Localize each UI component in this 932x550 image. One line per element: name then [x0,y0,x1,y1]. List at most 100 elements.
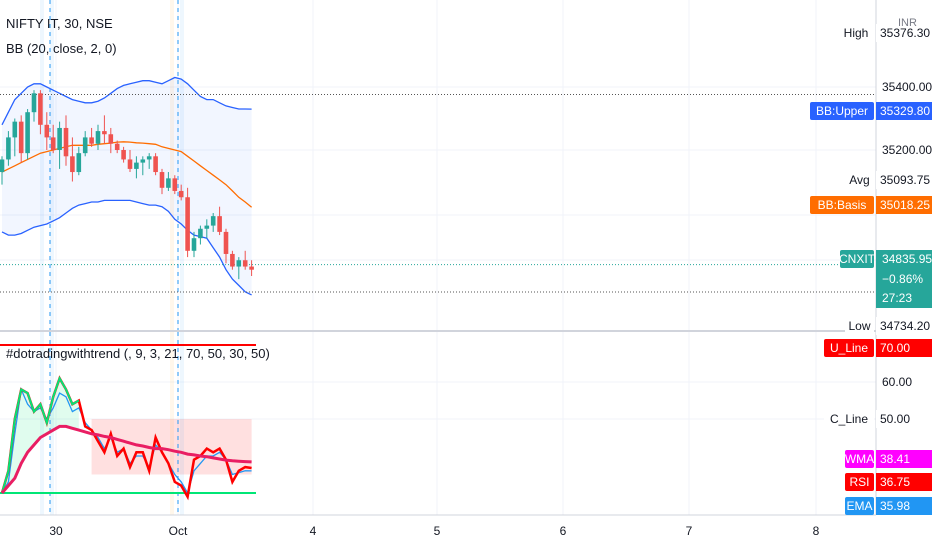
oscillator-pane[interactable] [0,332,876,515]
candle-body[interactable] [12,121,18,138]
candle-body[interactable] [230,253,235,267]
symbol-label-bg [840,250,874,268]
c-line-tag-value-bg [876,410,932,428]
candle-body[interactable] [25,112,30,154]
candle-body[interactable] [38,93,43,125]
candle-body[interactable] [18,121,24,154]
candle-body[interactable] [198,228,203,239]
indicator-legend[interactable]: #dotradingwithtrend (, 9, 3, 21, 70, 50,… [6,346,270,361]
low-tag-value[interactable]: 34734.20 [880,319,930,333]
wma-tag-value[interactable]: 38.41 [880,452,910,466]
rsi-tag-label-bg [845,473,874,491]
wma-tag-value-bg [876,450,932,468]
c-line-tag-value[interactable]: 50.00 [880,412,910,426]
candle-body[interactable] [146,156,152,160]
low-tag-value-bg [876,317,932,335]
symbol-title[interactable]: NIFTY IT, 30, NSE [6,16,113,31]
bb-upper-line [1,76,252,126]
currency-label[interactable]: INR [898,17,917,29]
candle-body[interactable] [210,216,216,226]
time-label[interactable]: 30 [49,524,63,538]
wma-tag-label[interactable]: WMA [845,452,874,466]
candle-body[interactable] [191,238,197,251]
candle-body[interactable] [6,137,11,160]
candle-body[interactable] [89,137,94,144]
last-price-value[interactable]: 34835.95 [882,252,932,266]
candle-body[interactable] [57,127,62,150]
candle-body[interactable] [95,131,101,144]
oscillator-axis[interactable]: 60.00 U_Line 70.00 C_Line 50.00 WMA 38.41 RSI 36… [824,339,932,515]
candle-body[interactable] [108,134,114,144]
low-tag-label[interactable]: Low [848,319,870,333]
candle-body[interactable] [140,159,146,163]
wma-tag-label-bg [845,450,874,468]
rsi-tag-label[interactable]: RSI [849,475,869,489]
candle-body[interactable] [249,266,254,270]
candle-body[interactable] [76,153,82,173]
time-label[interactable]: 4 [310,524,317,538]
bb-upper-tag-value[interactable]: 35329.80 [880,104,930,118]
candle-body[interactable] [236,260,242,267]
candle-body[interactable] [223,231,229,254]
bb-basis-tag-label[interactable]: BB:Basis [818,198,867,212]
avg-tag-value[interactable]: 35093.75 [880,173,930,187]
ema-tag-value[interactable]: 35.98 [880,499,910,513]
ema-tag-label[interactable]: EMA [846,499,872,513]
overbought-fill [2,378,79,493]
avg-tag-label[interactable]: Avg [849,173,869,187]
time-label[interactable]: 5 [434,524,441,538]
bb-basis-tag-value[interactable]: 35018.25 [880,198,930,212]
bb-upper-tag-label[interactable]: BB:Upper [816,104,868,118]
u-line-tag-value[interactable]: 70.00 [880,341,910,355]
session-shade [40,332,44,515]
time-label[interactable]: 6 [560,524,567,538]
candle-body[interactable] [50,137,56,150]
c-line-tag-label[interactable]: C_Line [830,412,868,426]
bb-basis-tag-label-bg [810,196,874,214]
candle-body[interactable] [121,150,126,160]
price-axis[interactable]: 35400.00 35200.00 High 35376.30 BB:Upper 3532… [810,24,932,335]
time-label[interactable]: Oct [169,524,188,538]
price-change-value[interactable]: −0.86% [882,272,923,286]
candle-body[interactable] [178,190,184,198]
time-label[interactable]: 8 [813,524,820,538]
u-line-tag-label[interactable]: U_Line [830,341,868,355]
price-tick-label[interactable]: 35200.00 [882,143,932,157]
time-label[interactable]: 7 [686,524,693,538]
price-tick-label[interactable]: 35400.00 [882,80,932,94]
ema-tag-value-bg [876,497,932,515]
candle-body[interactable] [31,93,37,113]
candle-body[interactable] [63,127,69,157]
rsi-tag-value[interactable]: 36.75 [880,475,910,489]
bar-countdown[interactable]: 27:23 [882,291,912,305]
candle-body[interactable] [204,225,210,229]
candle-body[interactable] [217,216,222,232]
bb-legend[interactable]: BB (20, close, 2, 0) [6,41,117,56]
candle-body[interactable] [0,159,5,173]
candle-body[interactable] [70,156,75,173]
candle-body[interactable] [153,156,158,173]
candle-body[interactable] [102,131,107,135]
time-axis[interactable]: 30 Oct 4 5 6 7 8 [49,524,819,538]
candle-body[interactable] [134,162,139,169]
high-tag-value[interactable]: 35376.30 [880,26,930,40]
candle-body[interactable] [185,197,190,251]
bb-upper-tag-label-bg [810,102,874,120]
osc-tick-label[interactable]: 60.00 [882,375,912,389]
candle-body[interactable] [44,124,50,138]
rsi-overbought-line [1,375,80,494]
symbol-label[interactable]: CNXIT [839,252,876,266]
high-tag-label[interactable]: High [844,26,869,40]
session-shade [170,332,174,515]
candle-body[interactable] [82,137,88,154]
candle-body[interactable] [166,178,171,188]
candle-body[interactable] [172,178,178,191]
candle-body[interactable] [127,159,133,169]
candle-body[interactable] [242,260,248,267]
candle-body[interactable] [159,172,165,188]
candle-body[interactable] [114,143,120,150]
u-line-tag-value-bg [876,339,932,357]
price-pane[interactable] [0,0,876,331]
